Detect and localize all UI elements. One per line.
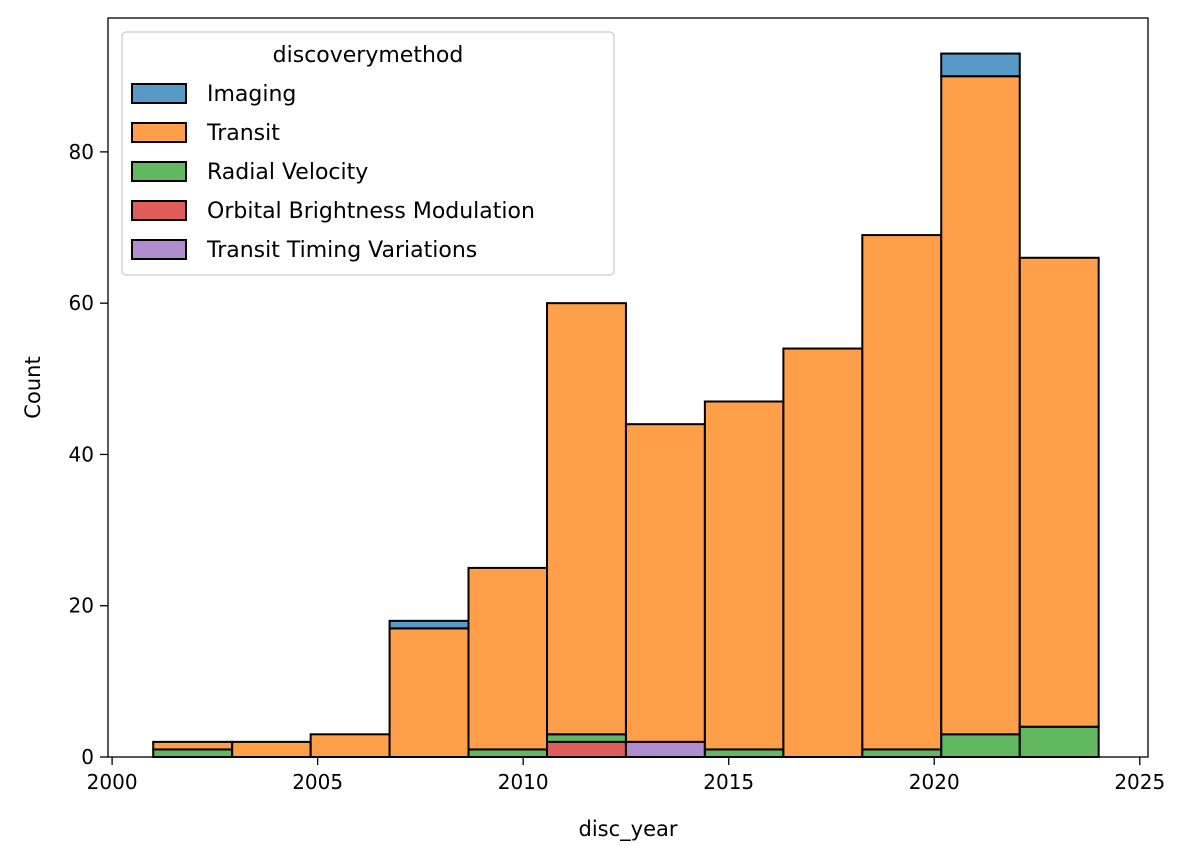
x-axis-ticks: 2000 2005 2010 2015 2020 2025 (87, 757, 1165, 794)
x-axis-label: disc_year (578, 817, 677, 842)
bar-transit-bin-10 (940, 75, 1021, 736)
legend-swatch-imaging (131, 83, 187, 104)
bar-transit-bin-11 (1018, 256, 1100, 728)
y-tick-label: 80 (69, 140, 94, 164)
y-axis-ticks: 0 20 40 60 80 (69, 140, 108, 769)
legend-label-radial-velocity: Radial Velocity (207, 160, 368, 185)
bar-radial-velocity-bin-9 (861, 748, 943, 759)
legend-swatch-transit (131, 122, 187, 143)
plot-area-frame (107, 17, 1149, 758)
legend-label-transit: Transit (206, 121, 280, 146)
y-tick-label: 0 (81, 745, 94, 769)
x-tick-label: 2005 (292, 770, 343, 794)
x-tick-label: 2000 (87, 770, 138, 794)
bar-transit-bin-2 (309, 733, 391, 759)
y-tick-label: 20 (69, 594, 94, 618)
legend-label-imaging: Imaging (207, 82, 296, 107)
bar-radial-velocity-bin-4 (467, 748, 549, 759)
bar-transit-bin-7 (703, 400, 785, 751)
bar-transit-bin-5 (546, 302, 627, 736)
legend-label-transit-timing-variations: Transit Timing Variations (206, 238, 477, 263)
x-tick-label: 2010 (498, 770, 549, 794)
y-tick-label: 40 (69, 442, 94, 466)
x-tick-label: 2025 (1114, 770, 1165, 794)
x-tick-label: 2015 (703, 770, 754, 794)
legend-swatch-orbital-brightness-modulation (131, 200, 187, 221)
bar-imaging-bin-3 (388, 619, 470, 630)
legend-label-orbital-brightness-modulation: Orbital Brightness Modulation (207, 199, 535, 224)
bar-transit-timing-variations-bin-6 (624, 740, 706, 759)
bar-radial-velocity-bin-10 (940, 733, 1021, 759)
legend: discoverymethod Imaging Transit Radial Vel… (121, 31, 615, 276)
bar-radial-velocity-bin-0 (152, 748, 234, 759)
bar-radial-velocity-bin-5 (546, 733, 627, 743)
bar-imaging-bin-10 (940, 52, 1021, 78)
bars-layer (152, 52, 1100, 759)
y-axis-label: Count (21, 356, 45, 418)
bar-transit-bin-0 (152, 740, 234, 751)
y-tick-label: 60 (69, 291, 94, 315)
legend-entries: Imaging Transit Radial Velocity Orbital Bri… (131, 82, 535, 263)
bar-transit-bin-1 (231, 740, 312, 759)
bar-transit-bin-3 (388, 627, 470, 758)
legend-swatch-radial-velocity (131, 161, 187, 182)
legend-swatch-transit-timing-variations (131, 239, 187, 260)
bar-transit-bin-6 (624, 423, 706, 743)
bar-orbital-brightness-modulation-bin-5 (546, 740, 627, 759)
bar-transit-bin-8 (782, 347, 864, 758)
legend-title: discoverymethod (273, 43, 464, 68)
x-tick-label: 2020 (909, 770, 960, 794)
bar-radial-velocity-bin-7 (703, 748, 785, 759)
legend-box (121, 31, 615, 276)
bar-transit-bin-4 (467, 566, 549, 751)
bar-transit-bin-9 (861, 234, 943, 751)
bar-radial-velocity-bin-11 (1018, 725, 1100, 759)
